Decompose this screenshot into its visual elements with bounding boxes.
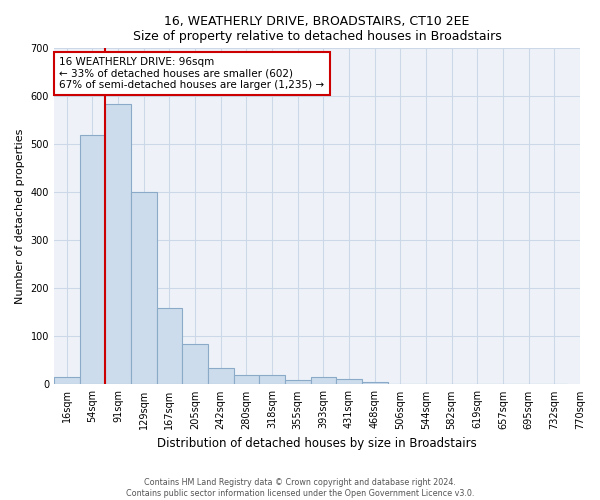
Bar xyxy=(208,368,233,384)
Bar xyxy=(362,382,388,384)
Title: 16, WEATHERLY DRIVE, BROADSTAIRS, CT10 2EE
Size of property relative to detached: 16, WEATHERLY DRIVE, BROADSTAIRS, CT10 2… xyxy=(133,15,502,43)
Bar xyxy=(54,377,80,384)
Y-axis label: Number of detached properties: Number of detached properties xyxy=(15,128,25,304)
Bar xyxy=(259,375,285,384)
Text: 16 WEATHERLY DRIVE: 96sqm
← 33% of detached houses are smaller (602)
67% of semi: 16 WEATHERLY DRIVE: 96sqm ← 33% of detac… xyxy=(59,56,325,90)
Bar xyxy=(80,135,105,384)
Text: Contains HM Land Registry data © Crown copyright and database right 2024.
Contai: Contains HM Land Registry data © Crown c… xyxy=(126,478,474,498)
Bar xyxy=(311,377,336,384)
X-axis label: Distribution of detached houses by size in Broadstairs: Distribution of detached houses by size … xyxy=(157,437,477,450)
Bar xyxy=(157,308,182,384)
Bar xyxy=(131,192,157,384)
Bar xyxy=(285,380,311,384)
Bar xyxy=(336,378,362,384)
Bar xyxy=(233,375,259,384)
Bar xyxy=(182,344,208,384)
Bar xyxy=(105,104,131,384)
